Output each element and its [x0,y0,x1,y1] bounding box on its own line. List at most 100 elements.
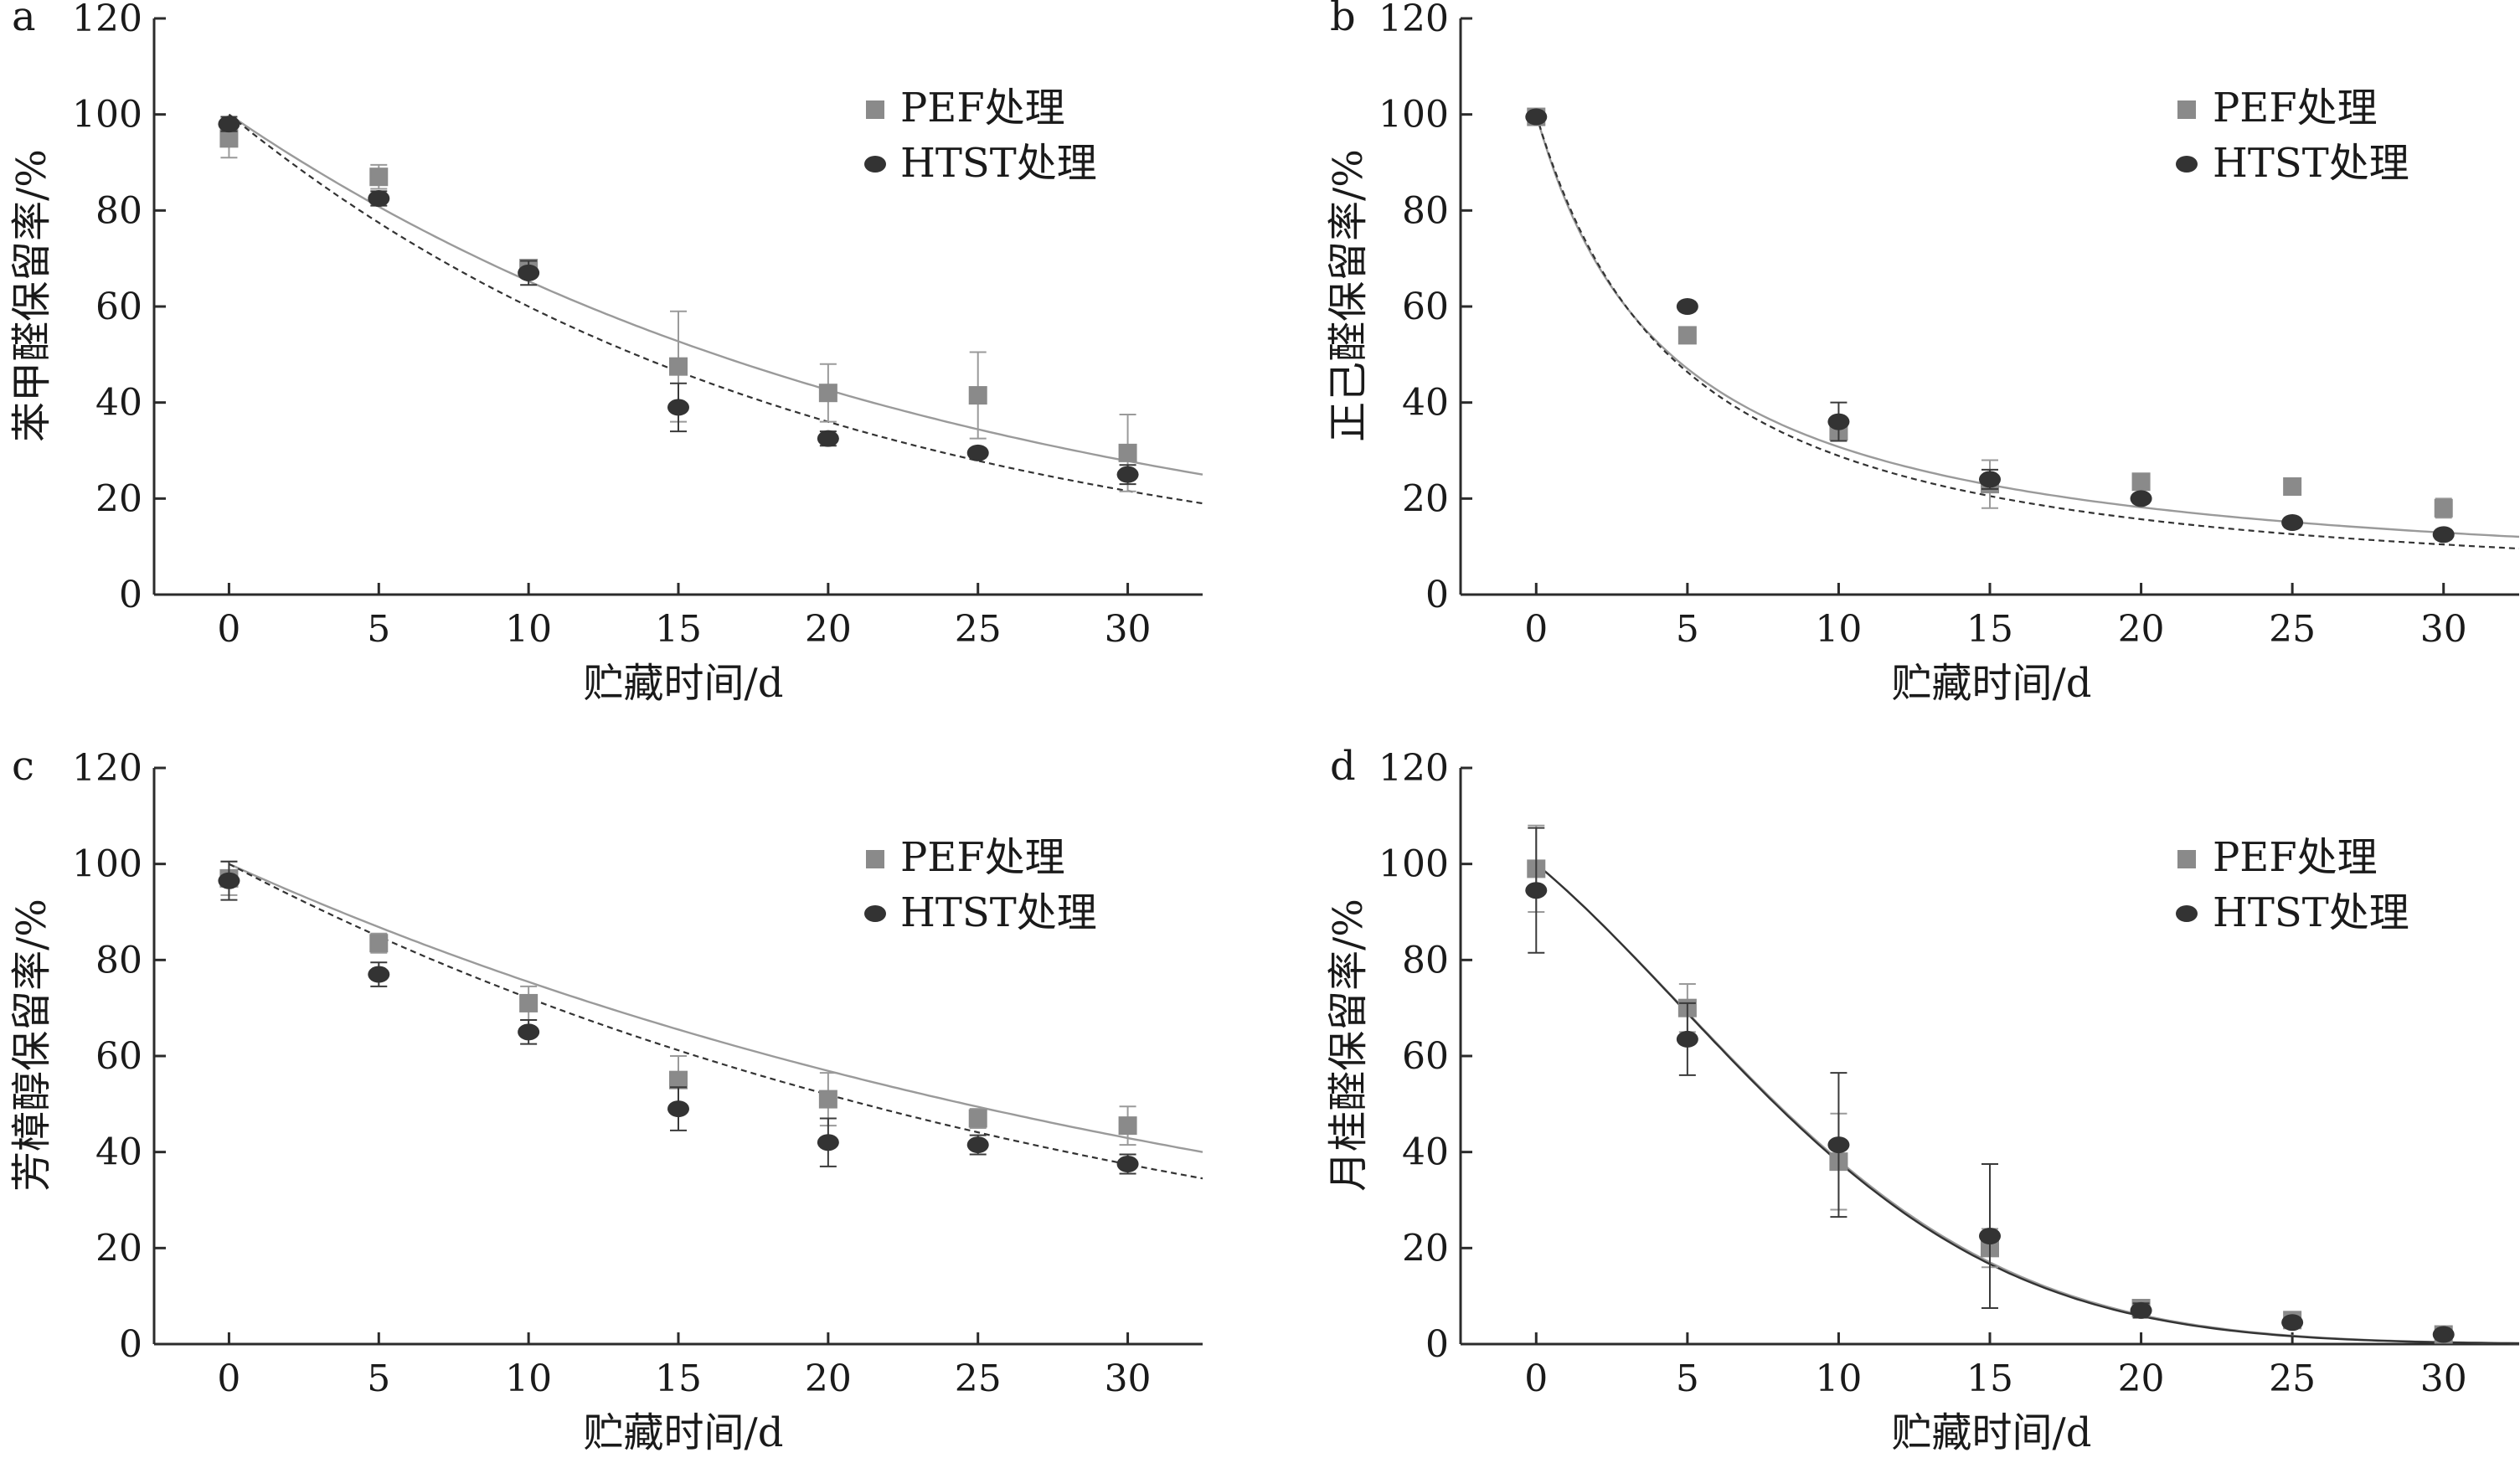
data-point-htst [1525,882,1548,899]
legend-label-pef: PEF处理 [900,85,1065,131]
y-tick-label: 20 [95,1227,142,1270]
x-tick-label: 10 [505,1357,552,1400]
panel-letter: d [1330,743,1356,790]
data-point-htst [1676,298,1698,315]
x-tick-label: 10 [1815,608,1862,651]
fit-curve [228,863,1203,1180]
data-point-pef [1118,1116,1137,1136]
legend-label-htst: HTST处理 [900,140,1097,187]
data-point-htst [518,264,540,281]
fit-curve [228,863,1203,1153]
x-tick-label: 0 [217,608,240,651]
x-tick-label: 20 [2118,608,2165,651]
data-point-htst [1827,1136,1850,1154]
y-tick-label: 80 [1402,189,1449,232]
data-point-htst [667,399,689,416]
legend-marker-pef [866,100,884,119]
legend: PEF处理 HTST处理 [864,834,1097,936]
y-axis-label: 月桂醛保留率/% [1325,899,1372,1192]
plot-area: 0 20 40 60 80 100 120 0 5 10 15 20 25 30 [72,747,1203,1400]
data-point-htst [2281,1314,2304,1332]
y-tick-label: 100 [72,94,142,137]
y-tick-label: 80 [1402,939,1449,981]
y-tick-label: 40 [1402,1131,1449,1174]
data-point-htst [1116,466,1139,483]
legend-marker-htst [2176,905,2198,922]
data-point-htst [1676,1030,1698,1048]
y-tick-label: 60 [1402,1035,1449,1078]
data-point-htst [368,190,390,207]
x-tick-label: 25 [955,1357,1002,1400]
y-tick-label: 100 [1379,94,1449,137]
y-tick-label: 0 [119,574,142,616]
y-tick-label: 100 [72,843,142,886]
x-tick-label: 20 [805,1357,852,1400]
data-point-htst [1979,1228,2001,1244]
y-axis-label: 苯甲醛保留率/% [8,149,55,442]
data-point-htst [1116,1156,1139,1172]
x-axis-label: 贮藏时间/d [1892,660,2092,707]
fit-curve [1535,114,2520,538]
legend-marker-htst [864,905,886,922]
x-tick-label: 5 [367,1357,390,1400]
panel-letter: a [12,0,36,40]
fit-curve [228,113,1203,476]
data-point-htst [2130,1301,2152,1319]
data-point-htst [966,1136,989,1154]
y-tick-label: 40 [95,1131,142,1174]
x-tick-label: 10 [1815,1357,1862,1400]
data-point-htst [1827,413,1850,430]
legend: PEF处理 HTST处理 [2176,85,2409,187]
fit-curve [1535,863,2520,1345]
legend-marker-htst [864,156,886,173]
data-point-htst [518,1023,540,1041]
data-point-pef [968,1109,987,1128]
data-point-htst [368,966,390,983]
x-tick-label: 20 [805,608,852,651]
plot-area: 0 20 40 60 80 100 120 0 5 10 15 20 25 30 [72,0,1203,651]
data-point-pef [2131,472,2151,492]
y-axis-label: 正己醛保留率/% [1325,149,1372,442]
data-point-pef [369,934,389,953]
data-point-pef [369,167,389,187]
data-point-htst [667,1100,689,1118]
y-tick-label: 0 [1425,574,1449,616]
y-tick-label: 40 [1402,382,1449,425]
y-tick-label: 20 [95,477,142,520]
x-axis-label: 贮藏时间/d [584,1409,784,1456]
data-point-htst [218,116,240,133]
panel-a: a 0 20 40 60 80 100 120 0 5 10 15 20 25 30 贮藏时间/d 苯甲醛… [8,0,1203,707]
data-point-pef [2434,498,2453,518]
legend: PEF处理 HTST处理 [864,85,1097,187]
x-tick-label: 5 [1676,608,1699,651]
y-tick-label: 0 [1425,1323,1449,1366]
y-tick-label: 20 [1402,477,1449,520]
data-point-pef [669,1070,688,1090]
legend-label-pef: PEF处理 [2213,834,2378,881]
x-tick-label: 0 [1524,1357,1548,1400]
panel-letter: c [12,743,34,790]
y-tick-label: 20 [1402,1227,1449,1270]
legend-marker-pef [866,850,884,868]
plot-area: 0 20 40 60 80 100 120 0 5 10 15 20 25 30 [1379,0,2520,651]
data-point-pef [818,1090,837,1109]
x-tick-label: 10 [505,608,552,651]
y-tick-label: 120 [72,747,142,790]
x-tick-label: 15 [655,608,702,651]
x-tick-label: 15 [655,1357,702,1400]
y-tick-label: 100 [1379,843,1449,886]
data-point-pef [2283,477,2302,496]
x-tick-label: 25 [2269,608,2316,651]
data-point-pef [519,993,539,1012]
x-axis-label: 贮藏时间/d [1892,1409,2092,1456]
data-point-pef [219,129,239,148]
data-point-htst [2432,526,2455,543]
legend-marker-pef [2177,100,2196,119]
legend-label-htst: HTST处理 [900,889,1097,936]
x-tick-label: 15 [1966,608,2013,651]
x-tick-label: 5 [1676,1357,1699,1400]
x-tick-label: 5 [367,608,390,651]
y-tick-label: 120 [1379,747,1449,790]
x-tick-label: 30 [1105,608,1152,651]
